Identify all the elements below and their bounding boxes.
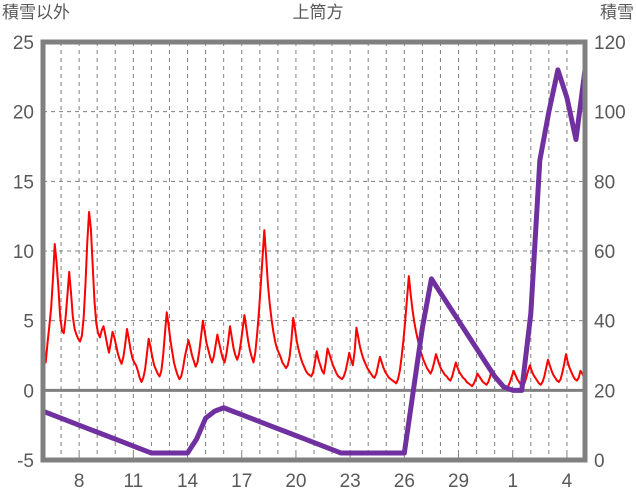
x-axis-tick-labels: 8 11 14 17 20 23 26 29 1 4 [74, 471, 573, 492]
page-title: 上筒方 [292, 3, 344, 22]
x-tick-label: 29 [448, 471, 469, 492]
y-tick-label: 10 [13, 242, 34, 263]
y-tick-label: 20 [13, 103, 34, 124]
x-tick-label: 26 [394, 471, 415, 492]
y2-tick-label: 0 [594, 451, 605, 472]
y2-axis-tick-labels: 0 20 40 60 80 100 120 [594, 33, 626, 472]
x-tick-label: 23 [340, 471, 361, 492]
y-tick-label: 5 [23, 312, 34, 333]
y2-tick-label: 20 [594, 381, 615, 402]
x-tick-label: 1 [507, 471, 518, 492]
y2-tick-label: 100 [594, 103, 626, 124]
x-tick-label: 8 [74, 471, 85, 492]
x-tick-label: 17 [231, 471, 252, 492]
y-tick-label: 15 [13, 172, 34, 193]
y-axis-tick-labels: -5 0 5 10 15 20 25 [13, 33, 34, 472]
y2-tick-label: 120 [594, 33, 626, 54]
y-tick-label: 0 [23, 381, 34, 402]
y2-tick-label: 80 [594, 172, 615, 193]
y-tick-label: -5 [17, 451, 34, 472]
y2-tick-label: 60 [594, 242, 615, 263]
x-tick-label: 4 [562, 471, 573, 492]
horizontal-gridlines [43, 111, 585, 322]
x-tick-label: 14 [177, 471, 199, 492]
plot-border [40, 39, 588, 463]
y2-tick-label: 40 [594, 312, 615, 333]
left-axis-title: 積雪以外 [2, 3, 70, 22]
data-series-group [40, 67, 588, 456]
x-tick-label: 11 [123, 471, 143, 492]
x-tick-label: 20 [285, 471, 306, 492]
y-tick-label: 25 [13, 33, 34, 54]
right-axis-title: 積雪 [600, 3, 634, 22]
plot-frame [40, 39, 588, 463]
series-line-2 [40, 67, 588, 456]
